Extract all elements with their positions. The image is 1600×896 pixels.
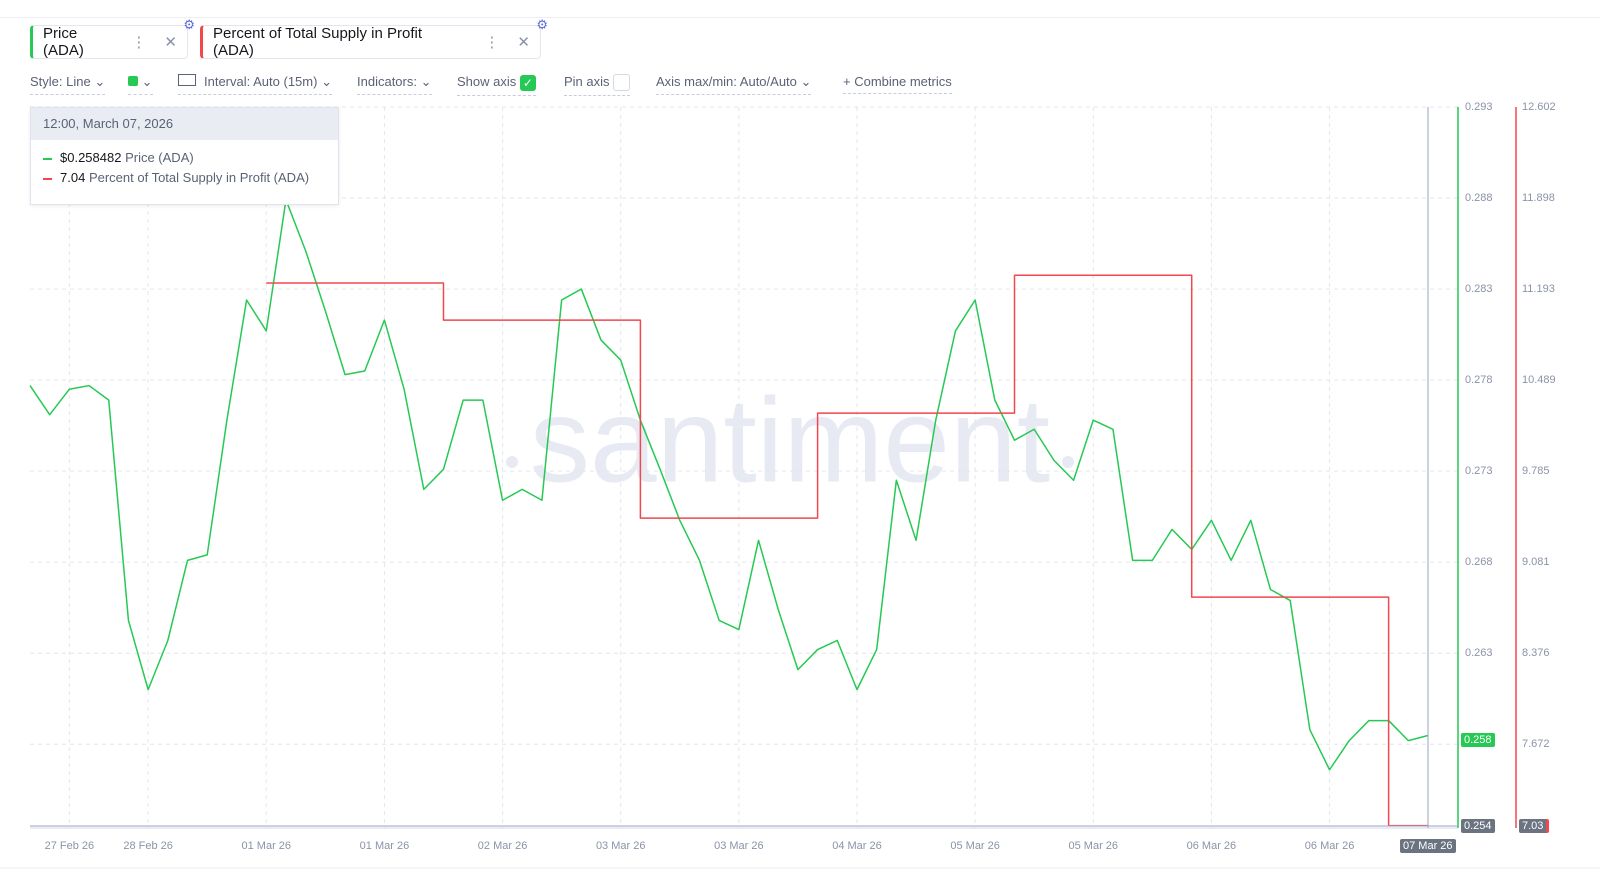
- x-tick-label: 02 Mar 26: [478, 840, 528, 852]
- x-tick-label: 03 Mar 26: [596, 840, 646, 852]
- color-select[interactable]: ⌄: [128, 74, 153, 95]
- x-tick-label: 06 Mar 26: [1187, 840, 1237, 852]
- y-tick-label: 0.288: [1465, 192, 1493, 204]
- x-tick-label: 05 Mar 26: [1069, 840, 1119, 852]
- y2-tick-label: 11.193: [1522, 283, 1555, 295]
- metric-tab[interactable]: Price (ADA) ⋮ ✕ ⚙: [30, 17, 195, 59]
- crosshair-y2-label: 7.03: [1519, 819, 1550, 833]
- tab-menu[interactable]: ⋮: [484, 34, 500, 51]
- tab-close[interactable]: ✕: [517, 34, 530, 51]
- watermark: santiment: [530, 374, 1050, 508]
- y2-tick-label: 7.672: [1522, 738, 1550, 750]
- y2-tick-label: 8.376: [1522, 647, 1550, 659]
- x-tick-label: 27 Feb 26: [45, 840, 95, 852]
- x-tick-label: 05 Mar 26: [950, 840, 1000, 852]
- indicators-select[interactable]: Indicators: ⌄: [357, 74, 432, 95]
- y2-tick-label: 9.081: [1522, 556, 1550, 568]
- label: Interval: Auto (15m): [204, 74, 318, 89]
- y2-tick-label: 11.898: [1522, 192, 1555, 204]
- interval-select[interactable]: Interval: Auto (15m) ⌄: [178, 74, 332, 95]
- label: Style: Line: [30, 74, 91, 89]
- combine-metrics[interactable]: + Combine metrics: [843, 74, 952, 94]
- x-tick-label: 04 Mar 26: [832, 840, 882, 852]
- header-rule: [0, 17, 1600, 18]
- pin-axis-toggle[interactable]: Pin axis: [564, 74, 631, 97]
- x-tick-label: 06 Mar 26: [1305, 840, 1355, 852]
- tab-label: Price (ADA): [43, 25, 84, 59]
- tooltip-value: 7.04: [60, 170, 86, 185]
- watermark-dot: [1062, 456, 1074, 468]
- tab-menu[interactable]: ⋮: [131, 34, 147, 51]
- tooltip-row: 7.04 Percent of Total Supply in Profit (…: [31, 168, 338, 188]
- x-tick-label: 01 Mar 26: [360, 840, 410, 852]
- series-line: [29, 199, 1429, 771]
- tooltip-metric: Percent of Total Supply in Profit (ADA): [88, 170, 310, 185]
- y-tick-label: 0.263: [1465, 647, 1493, 659]
- crosshair-y-label: 0.254: [1461, 819, 1495, 833]
- metric-tab[interactable]: Percent of Total Supply in Profit (ADA) ⋮…: [200, 17, 548, 59]
- y-tick-label: 0.293: [1465, 101, 1493, 113]
- label: Axis max/min: Auto/Auto: [656, 74, 797, 89]
- tab-icon: ⚙: [536, 17, 548, 32]
- crosshair-x-label: 07 Mar 26: [1400, 839, 1456, 853]
- tooltip-value: $0.258482: [60, 150, 122, 165]
- y-tick-label: 0.278: [1465, 374, 1493, 386]
- label: Combine metrics: [854, 74, 952, 89]
- tab-close[interactable]: ✕: [164, 34, 177, 51]
- x-tick-label: 03 Mar 26: [714, 840, 764, 852]
- tooltip-row: $0.258482 Price (ADA): [31, 148, 338, 168]
- y2-tick-label: 9.785: [1522, 465, 1550, 477]
- label: Pin axis: [564, 74, 610, 89]
- label: Show axis: [457, 74, 517, 89]
- x-tick-label: 28 Feb 26: [123, 840, 173, 852]
- tooltip-time: 12:00, March 07, 2026: [31, 108, 338, 140]
- watermark-dot: [506, 456, 518, 468]
- style-select[interactable]: Style: Line ⌄: [30, 74, 106, 95]
- last-value-badge: 0.258: [1461, 733, 1495, 747]
- y-tick-label: 0.273: [1465, 465, 1493, 477]
- tooltip: 12:00, March 07, 2026 $0.258482 Price (A…: [30, 107, 339, 205]
- show-axis-toggle[interactable]: Show axis ✓: [457, 74, 536, 96]
- y-tick-label: 0.268: [1465, 556, 1493, 568]
- x-tick-label: 01 Mar 26: [242, 840, 292, 852]
- series-line: [266, 274, 1428, 827]
- tab-label: Percent of Total Supply in Profit (ADA): [213, 25, 423, 59]
- y-tick-label: 0.283: [1465, 283, 1493, 295]
- tab-icon: ⚙: [183, 17, 195, 32]
- axis-range-select[interactable]: Axis max/min: Auto/Auto ⌄: [656, 74, 812, 95]
- y2-tick-label: 12.602: [1522, 101, 1556, 113]
- label: Indicators:: [357, 74, 417, 89]
- y2-tick-label: 10.489: [1522, 374, 1556, 386]
- tooltip-metric: Price (ADA): [125, 150, 194, 165]
